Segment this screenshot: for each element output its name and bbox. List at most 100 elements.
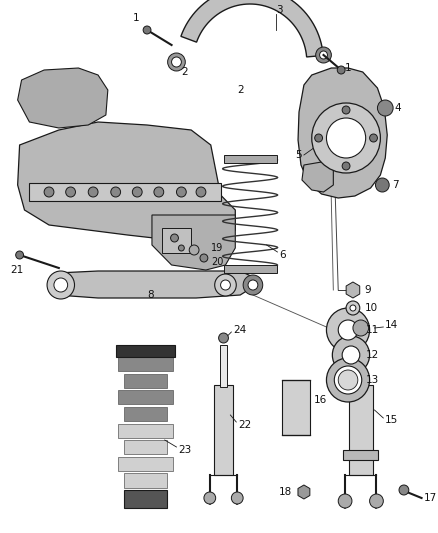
Circle shape [316,47,332,63]
Polygon shape [298,68,387,198]
Text: 16: 16 [314,395,327,405]
Polygon shape [18,68,108,128]
Bar [162,228,191,253]
Circle shape [170,234,178,242]
Text: 24: 24 [233,325,247,335]
Text: 10: 10 [365,303,378,313]
Bar [124,473,167,488]
Polygon shape [18,122,235,245]
Circle shape [196,187,206,197]
Polygon shape [346,282,360,298]
Circle shape [353,320,369,336]
Circle shape [88,187,98,197]
Circle shape [326,118,366,158]
Circle shape [154,187,164,197]
Bar [118,424,173,438]
Text: 4: 4 [394,103,401,113]
Text: 23: 23 [178,445,192,455]
Text: 6: 6 [279,250,286,260]
Text: 21: 21 [10,265,23,275]
Circle shape [346,301,360,315]
Circle shape [178,245,184,251]
Bar [118,457,173,471]
Circle shape [337,66,345,74]
Bar [223,155,277,163]
Circle shape [219,333,229,343]
Circle shape [399,485,409,495]
Bar [349,385,373,475]
Circle shape [177,187,186,197]
Polygon shape [302,162,333,192]
Circle shape [231,492,243,504]
Circle shape [370,134,378,142]
Text: 1: 1 [132,13,139,23]
Circle shape [338,370,358,390]
Circle shape [172,57,181,67]
Circle shape [332,336,370,374]
Circle shape [312,103,380,173]
Bar [124,374,167,387]
Circle shape [132,187,142,197]
Circle shape [215,274,236,296]
Bar [118,390,173,405]
Circle shape [314,134,322,142]
Circle shape [243,275,263,295]
Bar [357,335,365,385]
Text: 2: 2 [181,67,188,77]
Text: 18: 18 [279,487,292,497]
Text: 15: 15 [385,415,399,425]
Circle shape [375,178,389,192]
Circle shape [338,494,352,508]
Circle shape [326,308,370,352]
Bar [124,440,167,454]
Circle shape [168,53,185,71]
Text: 22: 22 [238,420,251,430]
Text: 9: 9 [365,285,371,295]
Text: 3: 3 [276,5,283,15]
Bar [118,357,173,371]
Circle shape [111,187,120,197]
Text: 2: 2 [237,85,244,95]
Bar [223,265,277,273]
Circle shape [16,251,24,259]
Circle shape [342,162,350,170]
Circle shape [350,305,356,311]
Circle shape [189,245,199,255]
Circle shape [342,346,360,364]
Text: 14: 14 [385,320,399,330]
Text: 7: 7 [392,180,399,190]
Bar [219,345,227,387]
Bar [29,183,221,201]
Circle shape [200,254,208,262]
Text: 11: 11 [366,325,379,335]
Text: 19: 19 [211,243,223,253]
Circle shape [326,358,370,402]
Polygon shape [152,215,235,270]
Circle shape [378,100,393,116]
Circle shape [320,51,328,59]
Polygon shape [51,271,253,298]
Bar [124,407,167,421]
Text: 12: 12 [366,350,379,360]
Circle shape [248,280,258,290]
Bar [116,345,174,357]
Circle shape [370,494,383,508]
Circle shape [143,26,151,34]
Circle shape [338,320,358,340]
Circle shape [342,106,350,114]
Circle shape [334,366,362,394]
Circle shape [204,492,215,504]
Circle shape [44,187,54,197]
Text: 1: 1 [345,63,352,73]
Text: 8: 8 [147,290,154,300]
Bar [283,380,310,435]
Text: 5: 5 [295,150,302,160]
Text: 17: 17 [424,493,437,503]
Text: 13: 13 [366,375,379,385]
Text: 20: 20 [211,257,223,267]
Bar [124,490,167,508]
Circle shape [221,280,230,290]
Polygon shape [181,0,323,57]
Polygon shape [298,485,310,499]
Circle shape [47,271,74,299]
